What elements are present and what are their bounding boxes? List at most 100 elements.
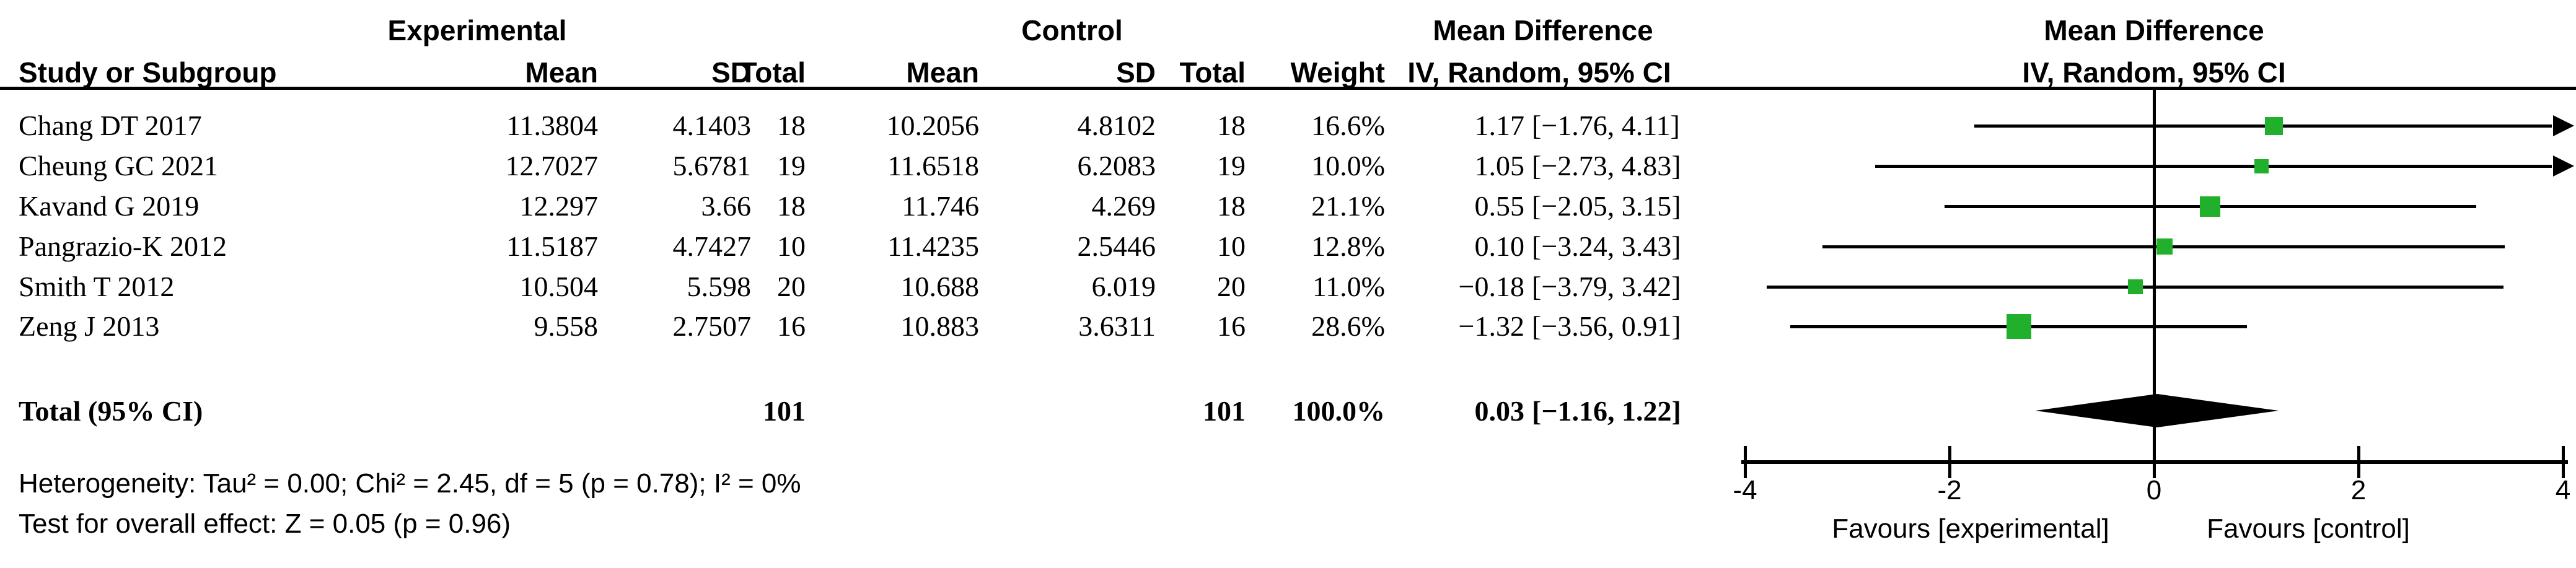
- study-ci-bracket: [−3.79, 3.42]: [1532, 271, 1681, 302]
- col-header-study: Study or Subgroup: [19, 56, 277, 89]
- study-weight: 28.6%: [1311, 310, 1385, 342]
- exp-sd: 5.598: [687, 271, 752, 302]
- ctrl-total: 16: [1217, 310, 1246, 342]
- study-weight: 21.1%: [1311, 190, 1385, 222]
- study-ci-bracket: [−2.73, 4.83]: [1532, 150, 1681, 181]
- axis-tick-label: 4: [2555, 475, 2571, 505]
- study-ci-bracket: [−1.76, 4.11]: [1532, 110, 1680, 141]
- exp-mean: 11.5187: [506, 230, 598, 262]
- ctrl-sd: 3.6311: [1078, 310, 1156, 342]
- axis-tick-label: 0: [2146, 475, 2162, 505]
- total-ctrl-n: 101: [1203, 395, 1246, 427]
- ctrl-mean: 10.2056: [886, 110, 980, 141]
- total-ci-bracket: [−1.16, 1.22]: [1532, 395, 1681, 427]
- axis-tick: [2562, 446, 2565, 478]
- study-ci-text: −0.18 [−3.79, 3.42]: [1453, 271, 1775, 302]
- study-ci-bracket: [−3.24, 3.43]: [1532, 230, 1681, 262]
- ctrl-mean: 10.688: [900, 271, 980, 302]
- study-ci-text: 0.55 [−2.05, 3.15]: [1453, 191, 1775, 222]
- col-header-sd-exp: SD: [711, 56, 751, 89]
- total-weight: 100.0%: [1292, 395, 1386, 427]
- exp-sd: 5.6781: [672, 150, 752, 181]
- ctrl-mean: 11.746: [902, 190, 979, 222]
- study-estimate: −1.32: [1458, 310, 1524, 342]
- study-estimate: −0.18: [1458, 271, 1524, 302]
- group-header-control: Control: [1021, 14, 1123, 46]
- col-header-weight: Weight: [1290, 56, 1385, 89]
- overall-effect-text: Test for overall effect: Z = 0.05 (p = 0…: [19, 509, 511, 539]
- col-header-sd-ctrl: SD: [1116, 56, 1156, 89]
- total-estimate: 0.03: [1474, 395, 1525, 427]
- ctrl-total: 20: [1217, 271, 1246, 302]
- exp-total: 10: [777, 230, 806, 262]
- study-name: Kavand G 2019: [19, 190, 200, 222]
- header-rule: [0, 87, 2576, 90]
- col-header-total-ctrl: Total: [1179, 56, 1246, 89]
- total-row-label: Total (95% CI): [19, 395, 203, 427]
- effect-marker: [2128, 279, 2143, 294]
- axis-tick-label: -4: [1733, 475, 1757, 505]
- study-name: Cheung GC 2021: [19, 150, 218, 181]
- study-name: Pangrazio-K 2012: [19, 230, 227, 262]
- exp-total: 19: [777, 150, 806, 181]
- axis-tick-label: -2: [1937, 475, 1962, 505]
- ctrl-mean: 11.4235: [887, 230, 979, 262]
- axis-tick-label: 2: [2350, 475, 2367, 505]
- exp-total: 18: [777, 190, 806, 222]
- effect-marker: [2264, 116, 2283, 135]
- group-header-mean-difference-plot: Mean Difference: [2044, 14, 2264, 46]
- study-estimate: 0.10: [1474, 230, 1525, 262]
- col-header-ci-plot: IV, Random, 95% CI: [2022, 56, 2286, 89]
- exp-sd: 3.66: [701, 190, 752, 222]
- favours-right-label: Favours [control]: [2207, 513, 2410, 544]
- col-header-total-exp: Total: [739, 56, 806, 89]
- study-ci-bracket: [−3.56, 0.91]: [1532, 310, 1681, 342]
- study-estimate: 1.17: [1474, 110, 1525, 141]
- col-header-mean-exp: Mean: [525, 56, 598, 89]
- ci-arrow-right: [2553, 115, 2574, 136]
- zero-effect-line: [2153, 90, 2156, 461]
- study-estimate: 1.05: [1474, 150, 1525, 181]
- study-ci-text: −1.32 [−3.56, 0.91]: [1453, 311, 1775, 342]
- summary-diamond: [2035, 394, 2279, 427]
- exp-sd: 4.1403: [672, 110, 752, 141]
- study-ci-text: 1.17 [−1.76, 4.11]: [1453, 110, 1775, 141]
- total-exp-n: 101: [763, 395, 806, 427]
- ctrl-sd: 4.269: [1091, 190, 1156, 222]
- ctrl-total: 18: [1217, 110, 1246, 141]
- ci-line: [1875, 165, 2552, 168]
- ctrl-total: 10: [1217, 230, 1246, 262]
- effect-marker: [2156, 238, 2173, 255]
- study-name: Zeng J 2013: [19, 310, 160, 342]
- group-header-experimental: Experimental: [387, 14, 567, 46]
- exp-mean: 10.504: [519, 271, 599, 302]
- study-weight: 11.0%: [1312, 271, 1385, 302]
- effect-marker: [2254, 159, 2269, 173]
- ctrl-sd: 2.5446: [1077, 230, 1156, 262]
- ctrl-sd: 4.8102: [1077, 110, 1156, 141]
- ctrl-total: 18: [1217, 190, 1246, 222]
- study-weight: 10.0%: [1311, 150, 1385, 181]
- favours-left-label: Favours [experimental]: [1832, 513, 2109, 544]
- exp-total: 16: [777, 310, 806, 342]
- exp-sd: 4.7427: [672, 230, 752, 262]
- ctrl-mean: 11.6518: [887, 150, 979, 181]
- col-header-ci-table: IV, Random, 95% CI: [1407, 56, 1671, 89]
- col-header-mean-ctrl: Mean: [906, 56, 979, 89]
- effect-marker: [2200, 196, 2221, 217]
- exp-mean: 12.297: [519, 190, 599, 222]
- group-header-mean-difference-table: Mean Difference: [1433, 14, 1653, 46]
- study-estimate: 0.55: [1474, 190, 1525, 222]
- study-name: Smith T 2012: [19, 271, 175, 302]
- exp-sd: 2.7507: [672, 310, 752, 342]
- study-name: Chang DT 2017: [19, 110, 202, 141]
- ci-line: [1974, 125, 2552, 128]
- study-ci-text: 0.10 [−3.24, 3.43]: [1453, 231, 1775, 262]
- study-weight: 16.6%: [1311, 110, 1385, 141]
- total-ci-text: 0.03 [−1.16, 1.22]: [1453, 396, 1775, 427]
- study-ci-text: 1.05 [−2.73, 4.83]: [1453, 151, 1775, 181]
- exp-total: 20: [777, 271, 806, 302]
- ctrl-mean: 10.883: [900, 310, 980, 342]
- study-weight: 12.8%: [1311, 230, 1385, 262]
